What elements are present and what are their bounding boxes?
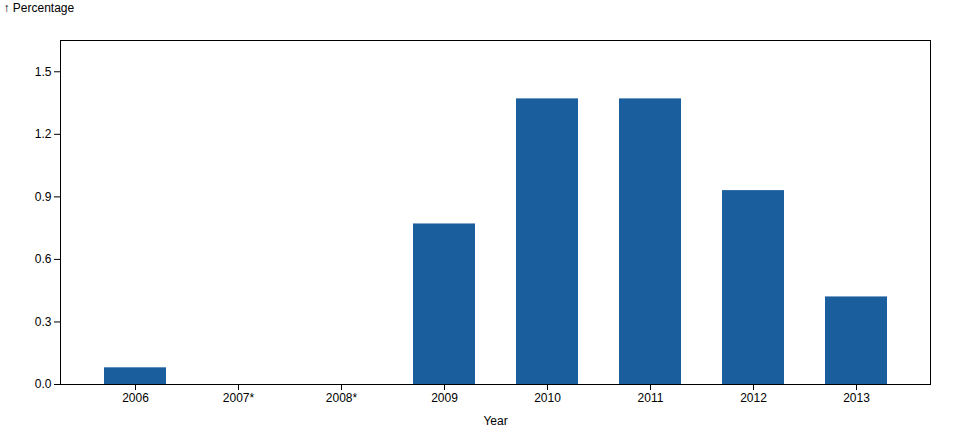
svg-text:1.5: 1.5 — [35, 65, 52, 79]
svg-text:Year: Year — [483, 414, 507, 428]
svg-text:0.6: 0.6 — [35, 252, 52, 266]
svg-text:0.0: 0.0 — [35, 377, 52, 391]
svg-text:0.3: 0.3 — [35, 315, 52, 329]
svg-text:2008*: 2008* — [326, 391, 358, 405]
svg-text:2007*: 2007* — [223, 391, 255, 405]
svg-text:2010: 2010 — [534, 391, 561, 405]
svg-text:0.9: 0.9 — [35, 190, 52, 204]
svg-text:2011: 2011 — [638, 391, 664, 405]
svg-text:2013: 2013 — [843, 391, 870, 405]
svg-text:2012: 2012 — [740, 391, 767, 405]
svg-text:2009: 2009 — [431, 391, 458, 405]
svg-text:↑ Percentage: ↑ Percentage — [4, 1, 75, 15]
svg-text:2006: 2006 — [122, 391, 149, 405]
svg-text:1.2: 1.2 — [35, 127, 52, 141]
